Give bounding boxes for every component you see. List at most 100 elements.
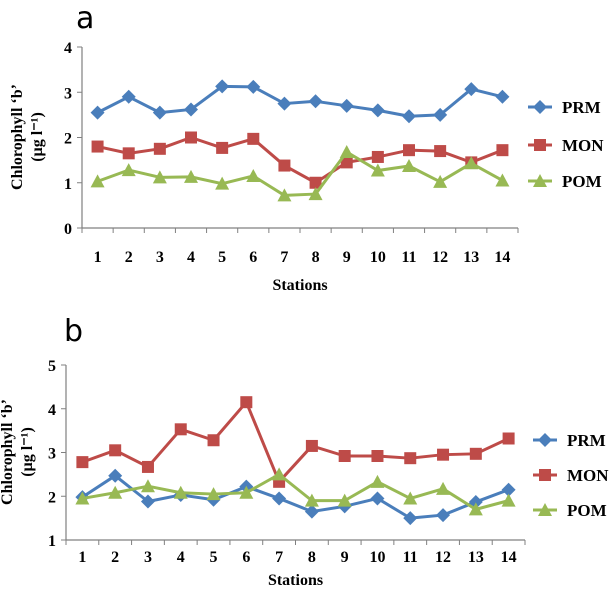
legend-label-prm: PRM <box>562 98 601 117</box>
legend-label-pom: POM <box>567 501 607 520</box>
y-tick-label: 4 <box>64 40 72 57</box>
data-point-mon <box>469 447 482 460</box>
data-point-pom <box>152 170 167 184</box>
y-tick-label: 1 <box>64 176 72 193</box>
data-point-mon <box>185 131 197 144</box>
data-point-pom <box>75 491 90 505</box>
panel-label: b <box>64 314 83 349</box>
x-tick-label: 12 <box>435 549 451 566</box>
x-tick-label: 5 <box>218 249 226 266</box>
x-tick-label: 7 <box>280 249 288 266</box>
data-point-pom <box>108 485 123 499</box>
data-point-mon <box>109 444 122 457</box>
data-point-pom <box>246 168 261 182</box>
legend-label-prm: PRM <box>567 431 606 450</box>
data-point-prm <box>215 79 230 94</box>
x-tick-label: 8 <box>308 549 316 566</box>
data-point-prm <box>277 96 292 111</box>
data-point-pom <box>433 174 448 188</box>
data-point-pom <box>90 174 105 188</box>
legend-marker-pom <box>538 503 552 516</box>
data-point-prm <box>184 102 198 117</box>
data-point-mon <box>153 142 166 155</box>
x-tick-label: 3 <box>144 549 152 566</box>
y-tick-label: 3 <box>48 446 56 463</box>
data-point-prm <box>121 89 136 104</box>
series-line-pom <box>97 150 504 197</box>
data-point-mon <box>371 150 384 163</box>
data-point-mon <box>91 140 104 153</box>
x-tick-label: 4 <box>187 249 195 266</box>
data-point-pom <box>468 502 483 516</box>
panel-label: a <box>76 1 94 36</box>
y-tick-label: 0 <box>64 221 72 238</box>
data-point-pom <box>337 493 352 507</box>
data-point-mon <box>502 432 515 445</box>
data-point-pom <box>370 163 385 177</box>
data-point-mon <box>141 460 154 473</box>
data-point-mon <box>371 450 384 462</box>
data-point-pom <box>495 173 510 187</box>
x-tick-label: 13 <box>463 249 479 266</box>
y-tick-label: 2 <box>64 131 72 148</box>
x-axis-title: Stations <box>268 572 323 589</box>
y-axis-title-unit: (µg l⁻¹) <box>29 112 46 162</box>
data-point-mon <box>437 448 450 461</box>
x-tick-label: 9 <box>343 249 351 266</box>
data-point-mon <box>340 156 353 169</box>
data-point-pom <box>184 169 198 183</box>
x-tick-label: 14 <box>494 249 510 266</box>
data-point-mon <box>174 423 187 436</box>
data-point-prm <box>495 89 510 104</box>
data-point-pom <box>173 485 188 499</box>
x-tick-label: 10 <box>369 549 385 566</box>
data-point-mon <box>404 452 417 465</box>
data-point-prm <box>304 504 319 519</box>
y-axis-title: Chlorophyll ‘b’ <box>9 84 26 190</box>
x-tick-label: 11 <box>403 549 418 566</box>
data-point-pom <box>277 188 292 202</box>
data-point-pom <box>304 493 319 507</box>
data-point-mon <box>309 176 322 189</box>
data-point-mon <box>403 144 415 157</box>
y-tick-label: 2 <box>48 489 56 506</box>
x-tick-label: 4 <box>177 549 185 566</box>
x-tick-label: 1 <box>94 249 102 266</box>
data-point-pom <box>140 479 155 493</box>
x-tick-label: 14 <box>501 549 517 566</box>
data-point-pom <box>402 159 416 173</box>
data-point-mon <box>240 396 253 409</box>
x-tick-label: 6 <box>242 549 250 566</box>
data-point-pom <box>206 487 221 501</box>
data-point-prm <box>402 109 416 124</box>
x-tick-label: 8 <box>312 249 320 266</box>
data-point-prm <box>108 468 123 483</box>
x-tick-label: 1 <box>78 549 86 566</box>
data-point-mon <box>496 144 509 157</box>
data-point-mon <box>305 439 318 452</box>
x-tick-label: 3 <box>156 249 164 266</box>
data-point-prm <box>308 94 323 109</box>
x-tick-label: 2 <box>125 249 133 266</box>
data-point-pom <box>464 156 479 170</box>
y-axis-title-unit: (µg l⁻¹) <box>19 427 36 477</box>
data-point-pom <box>501 493 516 507</box>
data-point-pom <box>339 144 354 158</box>
data-point-prm <box>433 107 448 122</box>
y-tick-label: 3 <box>64 85 72 102</box>
data-point-prm <box>501 482 516 497</box>
data-point-mon <box>278 159 291 172</box>
x-tick-label: 6 <box>249 249 257 266</box>
data-point-pom <box>436 481 451 495</box>
data-point-pom <box>239 485 254 499</box>
x-tick-label: 11 <box>401 249 416 266</box>
x-tick-label: 5 <box>210 549 218 566</box>
data-point-mon <box>207 434 220 447</box>
data-point-prm <box>403 511 418 526</box>
x-axis-title: Stations <box>272 277 327 294</box>
data-point-prm <box>370 103 385 118</box>
data-point-pom <box>370 474 385 488</box>
